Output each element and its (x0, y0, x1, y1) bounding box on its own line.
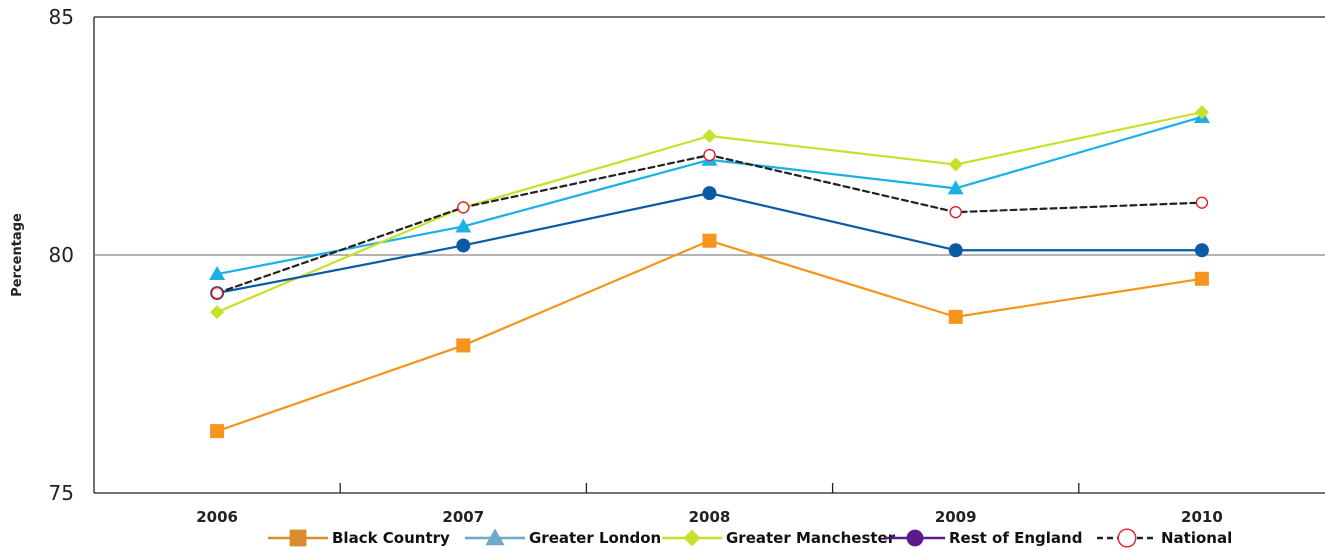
legend-swatch-marker (289, 529, 307, 547)
data-point (948, 157, 963, 172)
data-point (702, 186, 717, 201)
series-rest-of-england (210, 186, 1209, 301)
data-point (210, 424, 225, 439)
legend-label: Greater London (529, 529, 661, 547)
data-point (702, 233, 717, 248)
legend-swatch-marker (906, 529, 924, 547)
y-tick-label: 85 (49, 5, 74, 29)
y-tick-label: 80 (49, 243, 74, 267)
legend-swatch-marker (683, 529, 701, 547)
data-point (1194, 271, 1209, 286)
data-point (1195, 196, 1209, 209)
legend-item: Rest of England (885, 529, 1082, 547)
x-tick-label: 2008 (689, 508, 731, 526)
data-point (456, 338, 471, 353)
legend-item: Greater London (465, 528, 661, 547)
legend-label: Black Country (332, 529, 450, 547)
x-tick-label: 2007 (442, 508, 484, 526)
data-point (949, 205, 962, 219)
data-point (210, 286, 224, 300)
series-national (210, 148, 1209, 300)
data-point (703, 148, 716, 162)
x-tick-label: 2010 (1181, 508, 1223, 526)
legend-item: Black Country (268, 529, 450, 547)
series-greater-manchester (210, 105, 1209, 320)
legend-swatch-marker (1117, 528, 1137, 548)
legend-item: Greater Manchester (662, 529, 896, 547)
series-line (216, 153, 1204, 295)
legend-label: Greater Manchester (726, 529, 896, 547)
data-point (947, 180, 964, 195)
y-tick-label: 75 (49, 481, 74, 505)
data-point (1194, 243, 1209, 258)
data-point (210, 305, 225, 320)
series-black-country (210, 233, 1209, 439)
data-point (456, 238, 471, 253)
legend-label: National (1161, 529, 1232, 547)
x-tick-label: 2009 (935, 508, 977, 526)
data-point (948, 243, 963, 258)
axes-layer: 75 80 85 2006 2007 2008 2009 2010 Percentage (10, 5, 1325, 526)
data-point (1194, 105, 1209, 120)
x-tick-label: 2006 (196, 508, 238, 526)
legend-label: Rest of England (949, 529, 1082, 547)
data-point (702, 129, 717, 143)
legend-item: National (1097, 528, 1232, 548)
data-point (457, 201, 470, 214)
legend-swatch-marker (485, 528, 505, 546)
legend-layer: Black Country Greater London Greater Manch… (268, 528, 1232, 548)
y-axis-title: Percentage (10, 213, 25, 297)
series-layer (209, 105, 1210, 439)
series-line (216, 239, 1204, 433)
data-point (455, 218, 472, 233)
data-point (948, 309, 963, 324)
data-point (209, 266, 226, 281)
